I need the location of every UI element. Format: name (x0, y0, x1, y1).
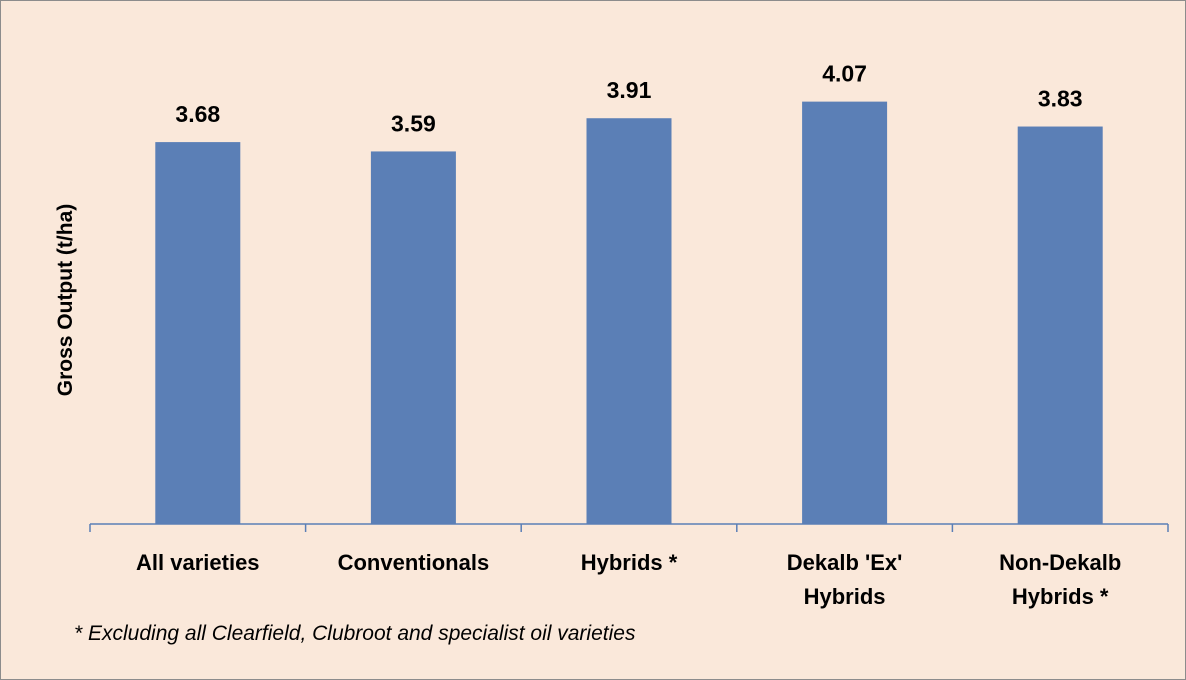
x-tick-label-line: All varieties (136, 550, 260, 575)
data-label-2: 3.59 (391, 110, 436, 136)
bar-5 (1017, 126, 1103, 524)
x-tick-label-line: Dekalb 'Ex' (787, 550, 903, 575)
footnote: * Excluding all Clearfield, Clubroot and… (74, 622, 636, 645)
x-tick-label-2: Conventionals (338, 550, 490, 575)
x-tick-label-line: Non-Dekalb (999, 550, 1121, 575)
x-tick-label-line: Conventionals (338, 550, 490, 575)
bar-3 (586, 118, 672, 525)
x-tick-label-line: Hybrids * (1012, 584, 1109, 609)
data-label-5: 3.83 (1038, 86, 1083, 112)
x-tick-label-line: Hybrids * (581, 550, 678, 575)
x-tick-label-5: Non-Dekalb Hybrids * (999, 550, 1121, 609)
x-tick-label-4: Dekalb 'Ex' Hybrids (787, 550, 903, 609)
data-label-3: 3.91 (607, 77, 652, 103)
data-label-1: 3.68 (175, 101, 220, 127)
x-tick-label-3: Hybrids * (581, 550, 678, 575)
bar-2 (370, 151, 456, 524)
bar-1 (155, 142, 241, 524)
x-tick-label-1: All varieties (136, 550, 260, 575)
bar-4 (802, 101, 888, 524)
y-axis-title: Gross Output (t/ha) (54, 204, 77, 397)
x-tick-label-line: Hybrids (804, 584, 886, 609)
data-label-4: 4.07 (822, 61, 867, 87)
